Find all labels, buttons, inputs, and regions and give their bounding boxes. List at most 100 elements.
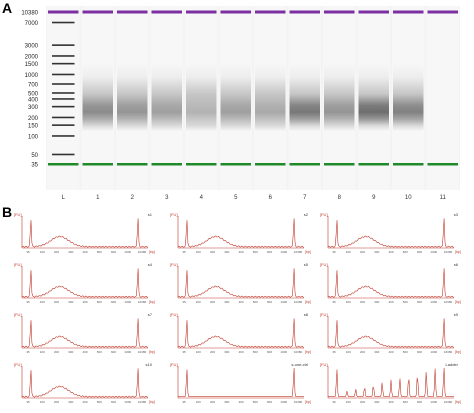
x-tick-label: 35: [332, 300, 336, 304]
lower-marker-band: [117, 163, 148, 166]
electropherogram-panel: [FU] s9 [bp] 35 100 200 300 400 500 600 1000 10380: [320, 312, 461, 354]
y-axis-unit: [FU]: [170, 262, 178, 267]
x-tick-label: 10380: [138, 400, 147, 404]
x-tick-label: 400: [388, 250, 393, 254]
x-tick-label: 10380: [444, 300, 453, 304]
x-tick-label: 400: [238, 250, 243, 254]
panel-tag: s6: [454, 262, 459, 267]
x-tick-label: 1000: [124, 350, 131, 354]
x-tick-label: 200: [54, 250, 59, 254]
lane-label: L: [62, 195, 66, 200]
lower-marker-band: [358, 163, 389, 166]
x-tick-label: 35: [182, 400, 186, 404]
electropherogram-trace: [178, 367, 304, 397]
upper-marker-band: [48, 10, 79, 14]
x-tick-label: 1000: [124, 250, 131, 254]
lower-marker-band: [48, 163, 79, 166]
ladder-size-label: 7000: [25, 21, 39, 27]
electropherogram-trace: [328, 367, 454, 397]
x-axis-unit: [bp]: [455, 300, 461, 304]
x-tick-label: 600: [267, 350, 272, 354]
x-tick-label: 100: [40, 350, 45, 354]
ladder-size-label: 300: [28, 105, 39, 111]
upper-marker-band: [289, 10, 320, 14]
x-tick-label: 1000: [280, 300, 287, 304]
ladder-size-label: 1500: [25, 62, 39, 68]
lower-marker-band: [393, 163, 424, 166]
y-axis-unit: [FU]: [320, 262, 328, 267]
electropherogram-trace: [327, 318, 455, 348]
electropherogram-trace: [327, 268, 455, 298]
ladder-band: [52, 116, 75, 119]
x-tick-label: 400: [238, 400, 243, 404]
x-tick-label: 500: [253, 250, 258, 254]
ladder-band: [52, 62, 75, 65]
sample-smear: [151, 63, 182, 132]
ladder-size-label: 35: [31, 163, 38, 169]
panel-b-letter: B: [2, 204, 13, 220]
ladder-size-label: 500: [28, 91, 39, 97]
lower-marker-band: [324, 163, 355, 166]
lower-marker-band: [151, 163, 182, 166]
x-axis-unit: [bp]: [305, 300, 311, 304]
panel-tag: s10: [146, 362, 153, 367]
x-tick-label: 100: [346, 400, 351, 404]
lane-label: 4: [200, 195, 204, 200]
panel-tag: s5: [304, 262, 309, 267]
panel-tag: s9: [454, 312, 459, 317]
ladder-size-label: 100: [28, 134, 39, 140]
x-tick-label: 500: [97, 350, 102, 354]
electropherogram-panel: [FU] s2 [bp] 35 100 200 300 400 500 600 1000 10380: [170, 212, 311, 254]
y-axis-unit: [FU]: [14, 262, 22, 267]
ladder-band: [52, 44, 75, 46]
y-axis-unit: [FU]: [320, 212, 328, 217]
ladder-size-label: 150: [28, 124, 39, 130]
x-tick-label: 200: [54, 400, 59, 404]
x-tick-label: 10380: [294, 350, 303, 354]
ladder-band: [52, 21, 75, 24]
x-axis-unit: [bp]: [305, 400, 311, 404]
electropherogram-trace: [177, 268, 305, 298]
x-tick-label: 300: [224, 350, 229, 354]
x-tick-label: 400: [388, 300, 393, 304]
ladder-size-label: 10380: [21, 11, 38, 17]
lane-label: 6: [269, 195, 273, 200]
x-tick-label: 10380: [444, 250, 453, 254]
ladder-band: [52, 124, 75, 126]
lower-marker-band: [255, 163, 286, 166]
x-tick-label: 100: [40, 300, 45, 304]
x-axis-unit: [bp]: [149, 250, 155, 254]
x-tick-label: 200: [360, 300, 365, 304]
electropherogram-panel: [FU] s1 [bp] 35 100 200 300 400 500 600 1000 10380: [14, 212, 155, 254]
x-tick-label: 10380: [294, 300, 303, 304]
electropherogram-panel: [FU] s3 [bp] 35 100 200 300 400 500 600 1000 10380: [320, 212, 461, 254]
x-tick-label: 300: [224, 300, 229, 304]
upper-marker-band: [82, 10, 113, 14]
x-tick-label: 1000: [124, 300, 131, 304]
x-tick-label: 10380: [138, 350, 147, 354]
x-tick-label: 100: [346, 300, 351, 304]
x-tick-label: 300: [224, 400, 229, 404]
x-axis-unit: [bp]: [455, 400, 461, 404]
panel-tag: s8: [304, 312, 309, 317]
ladder-band: [52, 92, 75, 94]
x-tick-label: 400: [82, 350, 87, 354]
x-tick-label: 35: [26, 300, 30, 304]
x-tick-label: 400: [238, 350, 243, 354]
lane-label: 3: [165, 195, 169, 200]
y-axis-unit: [FU]: [14, 362, 22, 367]
sample-smear: [393, 63, 424, 132]
gel-lane: [47, 6, 80, 190]
lane-label: 10: [405, 195, 412, 200]
x-tick-label: 600: [267, 400, 272, 404]
y-axis-unit: [FU]: [320, 312, 328, 317]
x-tick-label: 1000: [280, 400, 287, 404]
upper-marker-band: [117, 10, 148, 14]
x-tick-label: 400: [388, 350, 393, 354]
x-tick-label: 1000: [430, 400, 437, 404]
x-tick-label: 35: [182, 250, 186, 254]
upper-marker-band: [358, 10, 389, 14]
ladder-band: [52, 105, 75, 108]
ladder-size-label: 700: [28, 83, 39, 89]
